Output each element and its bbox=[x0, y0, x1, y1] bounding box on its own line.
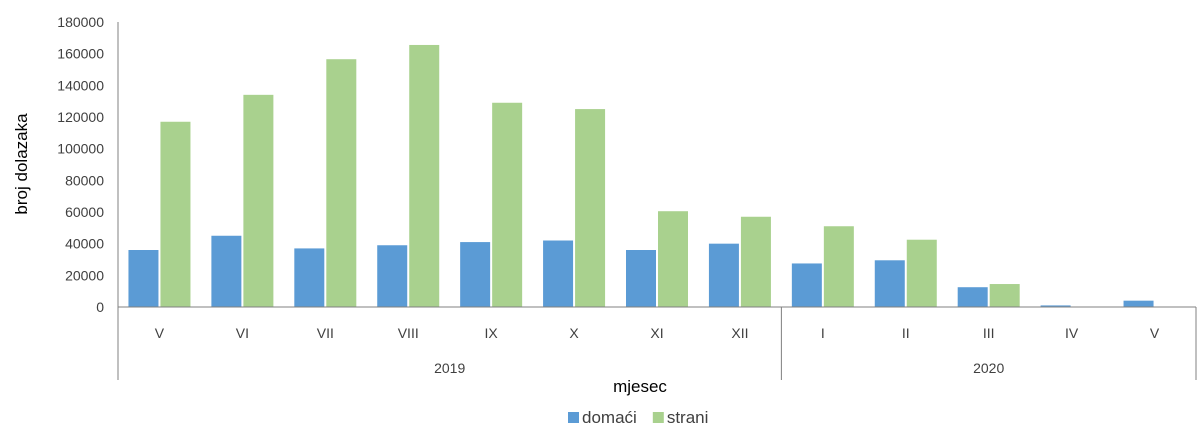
legend-label: domaći bbox=[582, 408, 637, 427]
x-tick-label: VIII bbox=[398, 325, 419, 341]
y-tick-label: 60000 bbox=[65, 204, 104, 220]
x-tick-label: II bbox=[902, 325, 910, 341]
y-tick-label: 180000 bbox=[57, 14, 104, 30]
bar-strani-10 bbox=[989, 284, 1020, 307]
x-tick-label: IV bbox=[1065, 325, 1079, 341]
bar-strani-3 bbox=[409, 44, 440, 307]
y-tick-label: 140000 bbox=[57, 77, 104, 93]
bar-strani-5 bbox=[575, 109, 606, 307]
y-tick-label: 160000 bbox=[57, 46, 104, 62]
bar-strani-7 bbox=[740, 216, 771, 307]
bar-strani-1 bbox=[243, 94, 274, 307]
legend-label: strani bbox=[667, 408, 709, 427]
bar-strani-9 bbox=[906, 239, 937, 307]
x-tick-label: XI bbox=[650, 325, 663, 341]
bar-strani-0 bbox=[160, 121, 191, 307]
bars bbox=[128, 44, 1154, 308]
x-tick-label: V bbox=[155, 325, 165, 341]
bar-domai-5 bbox=[543, 240, 574, 307]
x-tick-label: III bbox=[983, 325, 995, 341]
bar-domai-11 bbox=[1040, 305, 1071, 307]
bar-domai-0 bbox=[128, 250, 159, 307]
x-tick-label: VII bbox=[317, 325, 334, 341]
y-tick-label: 120000 bbox=[57, 109, 104, 125]
x-tick-label: IX bbox=[485, 325, 499, 341]
x-tick-label: V bbox=[1150, 325, 1160, 341]
bar-domai-2 bbox=[294, 248, 325, 307]
x-tick-label: VI bbox=[236, 325, 249, 341]
bar-domai-10 bbox=[957, 287, 988, 307]
legend: domaći strani bbox=[568, 408, 708, 427]
y-axis-title-group: broj dolazaka bbox=[12, 113, 31, 215]
y-tick-label: 80000 bbox=[65, 172, 104, 188]
bar-domai-12 bbox=[1123, 300, 1154, 307]
bar-domai-8 bbox=[791, 263, 822, 307]
y-tick-label: 40000 bbox=[65, 236, 104, 252]
bar-domai-4 bbox=[460, 242, 491, 307]
bar-strani-6 bbox=[658, 211, 688, 307]
x-tick-label: I bbox=[821, 325, 825, 341]
y-axis-title: broj dolazaka bbox=[12, 113, 31, 215]
y-tick-label: 20000 bbox=[65, 267, 104, 283]
bar-strani-2 bbox=[326, 59, 357, 308]
x-group-label: 2019 bbox=[434, 360, 465, 376]
y-tick-label: 0 bbox=[96, 299, 104, 315]
bar-domai-7 bbox=[708, 243, 739, 307]
legend-swatch bbox=[652, 412, 664, 423]
y-tick-label: 100000 bbox=[57, 141, 104, 157]
x-group-label: 2020 bbox=[973, 360, 1004, 376]
x-tick-label: XII bbox=[731, 325, 748, 341]
legend-swatch bbox=[568, 412, 579, 423]
bar-domai-1 bbox=[211, 235, 242, 307]
bar-domai-9 bbox=[874, 260, 905, 307]
bar-strani-4 bbox=[492, 102, 523, 307]
x-axis-title: mjesec bbox=[613, 377, 667, 396]
y-axis-ticks: 0 20000 40000 60000 80000 100000 120000 140000 1… bbox=[57, 14, 104, 315]
bar-domai-3 bbox=[377, 245, 408, 307]
bar-domai-6 bbox=[626, 250, 656, 307]
x-tick-label: X bbox=[569, 325, 579, 341]
bar-strani-8 bbox=[823, 226, 854, 307]
